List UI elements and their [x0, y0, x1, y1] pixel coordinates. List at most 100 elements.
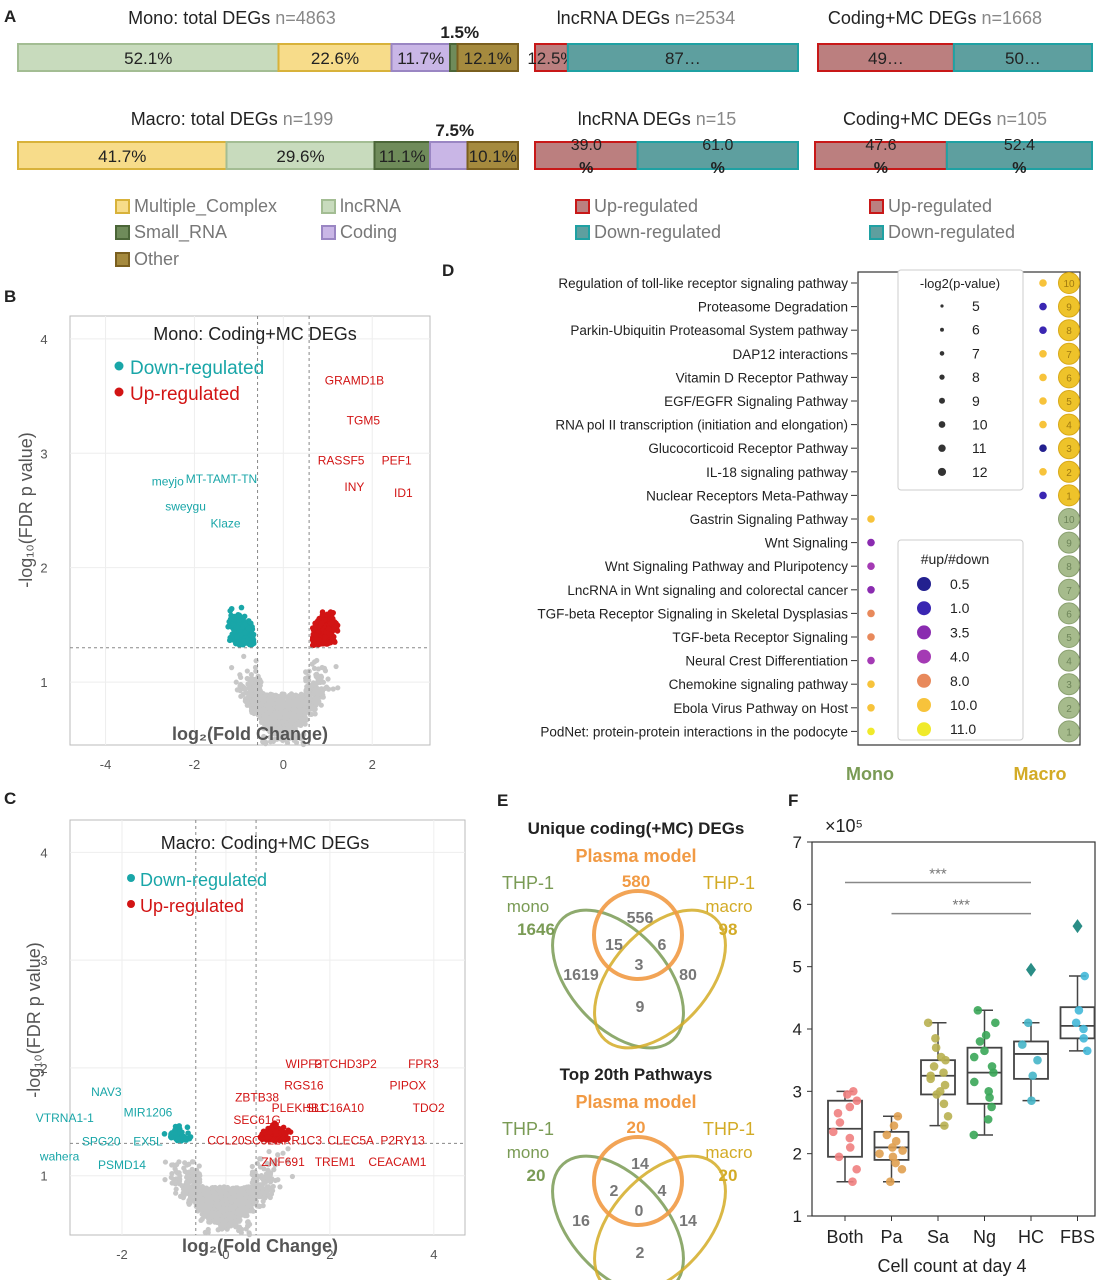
- mono-rank-badge: [1058, 531, 1080, 554]
- data-point: [845, 1102, 855, 1112]
- legend-label: Up-regulated: [888, 196, 992, 216]
- ns-point: [291, 702, 297, 708]
- ns-point: [246, 1200, 252, 1207]
- pathway-label: Neural Crest Differentiation: [685, 654, 848, 669]
- data-point: [980, 1046, 989, 1056]
- size-legend-dot: [939, 397, 945, 404]
- rank-label: 8: [1066, 562, 1072, 573]
- y-axis-label: -log₁₀(FDR p value): [24, 942, 44, 1098]
- legend-label: Down-regulated: [130, 358, 264, 379]
- ns-point: [261, 1166, 267, 1172]
- data-point: [845, 1143, 855, 1152]
- segment-label: 10.1%: [469, 147, 517, 166]
- legend-label: Down-regulated: [594, 222, 721, 242]
- rank-label: 5: [1066, 633, 1072, 644]
- gene-label: RGS16: [284, 1078, 324, 1092]
- bar-segment-up-regulated: [817, 43, 955, 72]
- macro-dot: [1039, 279, 1047, 287]
- gene-label: TREM1: [315, 1155, 356, 1169]
- ns-point: [303, 669, 309, 675]
- bar-title-text: Macro: total DEGs: [131, 109, 283, 129]
- legend-dot-up: [114, 387, 124, 397]
- down-points: [161, 1123, 194, 1144]
- data-point: [935, 1087, 945, 1096]
- data-point: [1074, 1006, 1084, 1015]
- ns-point: [263, 1171, 270, 1177]
- venn-mono-n: 20: [527, 1166, 546, 1185]
- ns-points: [162, 1146, 296, 1238]
- ns-point: [215, 1216, 221, 1223]
- rank-label: 4: [1066, 657, 1072, 668]
- venn-macro-ellipse: [593, 1154, 727, 1280]
- ns-point: [236, 1196, 242, 1203]
- ns-point: [268, 693, 274, 699]
- ns-point: [180, 1190, 186, 1196]
- size-legend-label: 8: [972, 369, 980, 385]
- up-points: [309, 609, 341, 649]
- color-legend-dot: [917, 649, 931, 664]
- segment-label: %: [579, 160, 593, 177]
- ns-point: [269, 719, 275, 725]
- bar-segment-down-regulated: [566, 43, 799, 72]
- ns-point: [202, 1229, 208, 1235]
- x-tick-label: 2: [326, 1247, 333, 1262]
- data-point: [1082, 1046, 1092, 1056]
- data-point: [898, 1146, 907, 1155]
- ns-point: [248, 671, 255, 678]
- up-point: [258, 1134, 265, 1141]
- up-point: [325, 626, 332, 632]
- gene-label: ZNF691: [261, 1155, 305, 1169]
- gene-label: P2RY13: [380, 1133, 425, 1147]
- macro-rank-badge: [1058, 272, 1080, 294]
- ns-point: [231, 1197, 238, 1203]
- ns-point: [172, 1181, 178, 1187]
- color-legend-dot: [917, 698, 931, 712]
- gene-label: PEF1: [382, 454, 412, 468]
- down-point: [245, 625, 252, 632]
- ns-point: [228, 1217, 234, 1223]
- up-point: [319, 609, 326, 615]
- column-label-mono: Mono: [846, 764, 894, 784]
- bar-segment-lncrna: [225, 141, 376, 170]
- ns-point: [233, 679, 239, 685]
- ns-point: [272, 1158, 279, 1164]
- venn-mono-label: mono: [507, 1143, 550, 1162]
- down-point: [225, 623, 231, 630]
- ns-point: [173, 1186, 179, 1192]
- legend-dot-up: [127, 900, 135, 908]
- down-point: [227, 637, 233, 644]
- gene-label: TGM5: [347, 414, 381, 428]
- y-tick-label: 3: [40, 446, 47, 461]
- venn-region: 2: [636, 1245, 645, 1262]
- venn-plasma-n: 580: [622, 872, 650, 891]
- data-point: [987, 1102, 996, 1112]
- venn-mono-label: THP-1: [502, 873, 554, 893]
- x-tick-label: 4: [430, 1247, 437, 1262]
- x-tick-label: Sa: [927, 1227, 950, 1247]
- pathway-label: Regulation of toll-like receptor signali…: [558, 276, 848, 291]
- ns-point: [176, 1178, 183, 1184]
- gene-label: VTRNA1-1: [36, 1111, 94, 1125]
- macro-dot: [1039, 373, 1047, 382]
- venn-mono-label: mono: [507, 897, 550, 916]
- up-point: [273, 1121, 279, 1128]
- venn-region: 0: [635, 1203, 644, 1220]
- ns-point: [199, 1187, 205, 1193]
- ns-point: [314, 657, 320, 664]
- x-tick-label: 0: [222, 1247, 229, 1262]
- ns-point: [311, 665, 318, 672]
- venn-mono-ellipse: [551, 1154, 685, 1280]
- ns-point: [311, 698, 317, 704]
- bar-title-text: Coding+MC DEGs: [828, 8, 982, 28]
- mono-rank-badge: [1058, 720, 1080, 743]
- venn-title: Unique coding(+MC) DEGs: [528, 819, 745, 838]
- color-legend-dot: [917, 625, 931, 640]
- ns-point: [305, 708, 311, 715]
- ns-point: [249, 1163, 255, 1170]
- size-legend-dot: [938, 421, 946, 428]
- ns-point: [264, 1160, 270, 1166]
- venn-region: 2: [610, 1183, 619, 1200]
- color-legend-box: [897, 539, 1024, 741]
- gene-label: NAV3: [91, 1085, 122, 1099]
- gene-label: PIPOX: [389, 1078, 426, 1092]
